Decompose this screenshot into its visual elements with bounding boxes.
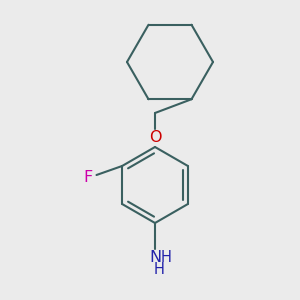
Text: H: H: [154, 262, 164, 277]
Text: F: F: [83, 170, 93, 185]
Text: H: H: [160, 250, 171, 266]
Text: O: O: [149, 130, 161, 146]
Text: N: N: [149, 250, 161, 266]
